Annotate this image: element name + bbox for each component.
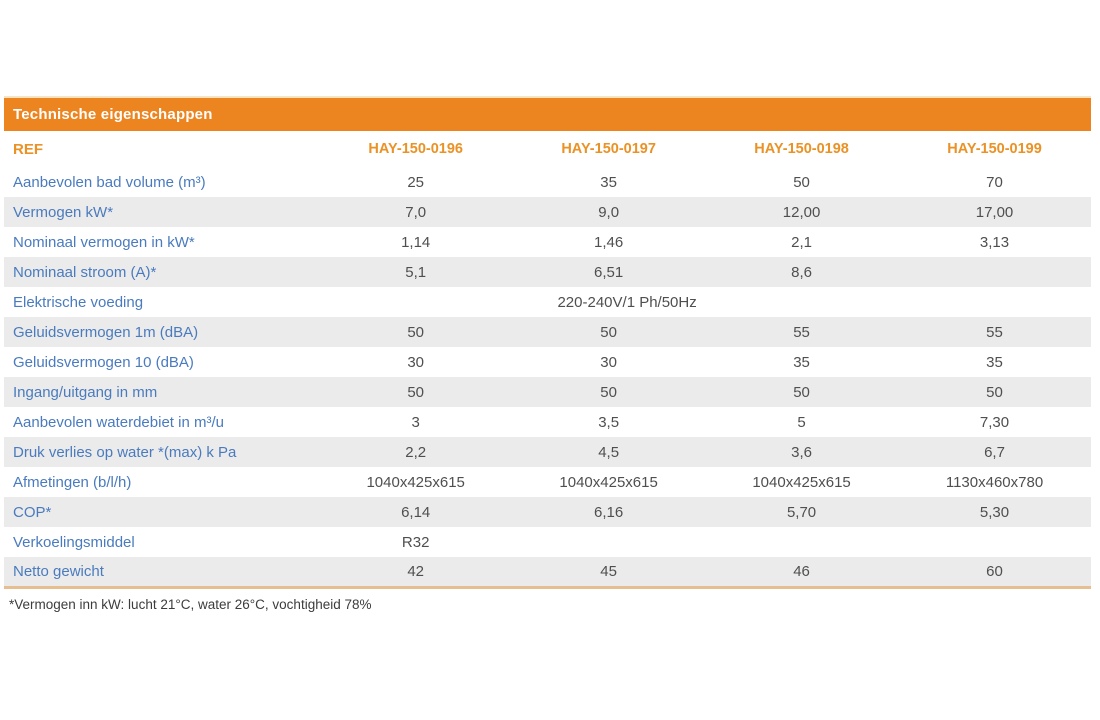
spec-table-body: Aanbevolen bad volume (m³) 25 35 50 70 Vermog…	[4, 167, 1091, 587]
spec-value: 4,5	[598, 443, 620, 461]
spec-value: 3,6	[791, 443, 812, 461]
spec-value: 2,2	[405, 443, 427, 461]
spec-value: 5,70	[786, 503, 817, 521]
spec-label: Geluidsvermogen 1m (dBA)	[13, 323, 199, 341]
spec-value: 50	[793, 173, 810, 191]
column-header: HAY-150-0196	[368, 141, 463, 157]
spec-span-value: 220-240V/1 Ph/50Hz	[319, 287, 1091, 317]
footnote: *Vermogen inn kW: lucht 21°C, water 26°C…	[9, 597, 372, 612]
spec-value	[898, 257, 1091, 287]
spec-label: Nominaal vermogen in kW*	[13, 233, 195, 251]
spec-value: 9,0	[598, 203, 620, 221]
spec-value: 25	[407, 173, 425, 191]
spec-value: R32	[401, 533, 430, 551]
spec-value: 2,1	[791, 233, 812, 251]
spec-value: 1040x425x615	[559, 473, 658, 491]
table-row: Ingang/uitgang in mm 50 50 50 50	[4, 377, 1091, 407]
spec-value: 42	[407, 562, 425, 580]
spec-label: Druk verlies op water *(max) k Pa	[13, 443, 237, 461]
column-header: HAY-150-0197	[561, 141, 656, 157]
spec-value: 35	[986, 353, 1003, 371]
table-row: COP* 6,14 6,16 5,70 5,30	[4, 497, 1091, 527]
spec-value: 50	[600, 383, 617, 401]
spec-value	[705, 527, 898, 557]
spec-label: Geluidsvermogen 10 (dBA)	[13, 353, 194, 371]
table-row: Verkoelingsmiddel R32	[4, 527, 1091, 557]
ref-label: REF	[13, 140, 43, 158]
spec-value: 50	[407, 323, 425, 341]
section-title: Technische eigenschappen	[4, 96, 1091, 131]
table-row: Druk verlies op water *(max) k Pa 2,2 4,5 3…	[4, 437, 1091, 467]
table-row: Geluidsvermogen 1m (dBA) 50 50 55 55	[4, 317, 1091, 347]
spec-value: 35	[600, 173, 617, 191]
table-row: Nominaal stroom (A)* 5,1 6,51 8,6	[4, 257, 1091, 287]
spec-label: Aanbevolen bad volume (m³)	[13, 173, 206, 191]
spec-label: Verkoelingsmiddel	[13, 533, 135, 551]
spec-label: COP*	[13, 503, 52, 521]
column-header: HAY-150-0198	[754, 141, 849, 157]
spec-value: 6,16	[594, 503, 624, 521]
spec-label: Vermogen kW*	[13, 203, 114, 221]
table-row: Aanbevolen waterdebiet in m³/u 3 3,5 5 7,30	[4, 407, 1091, 437]
table-row: Vermogen kW* 7,0 9,0 12,00 17,00	[4, 197, 1091, 227]
spec-span-value-text: 220-240V/1 Ph/50Hz	[557, 293, 697, 311]
spec-value: 3,5	[598, 413, 620, 431]
spec-value: 46	[793, 562, 810, 580]
spec-value: 35	[793, 353, 810, 371]
column-header: HAY-150-0199	[947, 141, 1042, 157]
spec-value: 30	[600, 353, 617, 371]
spec-value: 7,0	[405, 203, 427, 221]
spec-value: 6,7	[984, 443, 1005, 461]
table-row: Aanbevolen bad volume (m³) 25 35 50 70	[4, 167, 1091, 197]
table-row: Geluidsvermogen 10 (dBA) 30 30 35 35	[4, 347, 1091, 377]
spec-value: 45	[600, 562, 617, 580]
spec-value: 1130x460x780	[945, 473, 1044, 491]
spec-value	[898, 527, 1091, 557]
spec-value: 1,46	[594, 233, 624, 251]
spec-value: 50	[600, 323, 617, 341]
spec-label: Aanbevolen waterdebiet in m³/u	[13, 413, 224, 431]
technical-specs-section: Technische eigenschappen REF HAY-150-019…	[4, 96, 1091, 589]
spec-value: 6,51	[594, 263, 624, 281]
spec-value	[512, 527, 705, 557]
spec-value: 50	[793, 383, 810, 401]
spec-label: Afmetingen (b/l/h)	[13, 473, 132, 491]
table-row: Netto gewicht 42 45 46 60	[4, 557, 1091, 587]
spec-table: REF HAY-150-0196 HAY-150-0197 HAY-150-0198…	[4, 131, 1091, 589]
spec-value: 6,14	[401, 503, 431, 521]
spec-value: 60	[986, 562, 1003, 580]
spec-value: 5,1	[405, 263, 427, 281]
table-row: Elektrische voeding 220-240V/1 Ph/50Hz	[4, 287, 1091, 317]
spec-label: Netto gewicht	[13, 562, 104, 580]
ref-row: REF HAY-150-0196 HAY-150-0197 HAY-150-0198…	[4, 131, 1091, 167]
spec-value: 3,13	[979, 233, 1010, 251]
spec-value: 55	[986, 323, 1003, 341]
spec-value: 5	[797, 413, 806, 431]
spec-label: Nominaal stroom (A)*	[13, 263, 157, 281]
spec-label: Ingang/uitgang in mm	[13, 383, 158, 401]
table-row: Afmetingen (b/l/h) 1040x425x615 1040x425x6…	[4, 467, 1091, 497]
spec-value: 1040x425x615	[752, 473, 851, 491]
spec-label: Elektrische voeding	[13, 293, 144, 311]
spec-value: 5,30	[979, 503, 1010, 521]
spec-value: 12,00	[782, 203, 821, 221]
spec-value: 17,00	[975, 203, 1014, 221]
spec-value: 1,14	[401, 233, 431, 251]
spec-value: 30	[407, 353, 425, 371]
spec-value: 8,6	[791, 263, 812, 281]
spec-value: 50	[986, 383, 1003, 401]
spec-value: 3	[411, 413, 420, 431]
spec-value: 70	[986, 173, 1003, 191]
spec-value: 55	[793, 323, 810, 341]
table-row: Nominaal vermogen in kW* 1,14 1,46 2,1 3,13	[4, 227, 1091, 257]
spec-value: 50	[407, 383, 425, 401]
spec-value: 1040x425x615	[366, 473, 465, 491]
spec-value: 7,30	[979, 413, 1010, 431]
